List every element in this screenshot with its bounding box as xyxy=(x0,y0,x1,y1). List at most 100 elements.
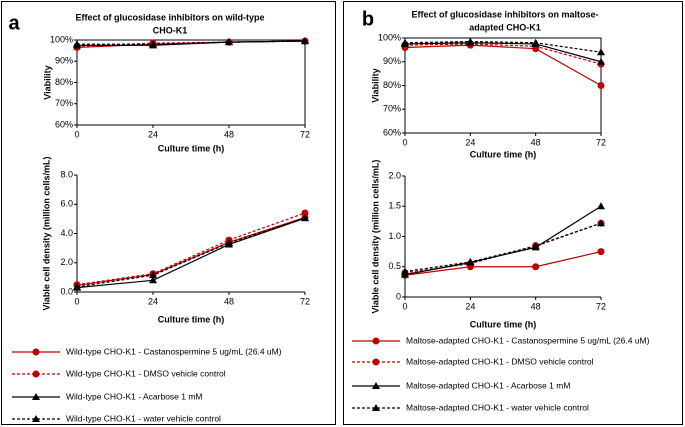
x-axis-label: Culture time (h) xyxy=(158,314,225,324)
y-tick-label: 4.0 xyxy=(60,228,73,238)
marker xyxy=(401,38,409,46)
marker xyxy=(597,248,605,256)
marker xyxy=(531,38,540,46)
x-tick-label: 0 xyxy=(402,137,407,147)
chart-title: Effect of glucosidase inhibitors on wild… xyxy=(75,12,264,22)
legend-marker xyxy=(32,370,40,378)
series-line xyxy=(404,40,602,53)
x-tick-label: 24 xyxy=(465,301,475,311)
y-tick-label: 0 xyxy=(396,291,401,301)
x-tick-label: 72 xyxy=(596,137,606,147)
panel-label: b xyxy=(362,8,374,30)
x-tick-label: 0 xyxy=(74,129,79,139)
y-axis-label: Viability xyxy=(370,68,380,102)
series-line xyxy=(77,40,306,45)
y-tick-label: 100% xyxy=(50,34,73,44)
y-tick-label: 100% xyxy=(378,32,401,42)
legend-label: Maltose-adapted CHO-K1 - water vehicle c… xyxy=(406,402,589,412)
x-tick-label: 48 xyxy=(224,296,234,306)
y-tick-label: 0.5 xyxy=(388,261,401,271)
marker xyxy=(401,267,409,275)
series-line xyxy=(404,205,602,276)
marker xyxy=(466,37,475,45)
y-axis-label: Viable cell density (million cells/mL) xyxy=(370,160,380,314)
legend-label: Maltose-adapted CHO-K1 - Acarbose 1 mM xyxy=(406,380,570,390)
series-line xyxy=(76,217,306,289)
series-line xyxy=(76,216,306,287)
y-tick-label: 1.5 xyxy=(388,201,401,211)
legend-label: Wild-type CHO-K1 - Acarbose 1 mM xyxy=(66,391,203,401)
marker xyxy=(597,82,605,89)
y-tick-label: 8.0 xyxy=(60,169,73,179)
x-tick-label: 72 xyxy=(300,296,310,306)
series-line xyxy=(77,40,306,46)
y-tick-label: 2.0 xyxy=(388,170,401,180)
y-tick-label: 80% xyxy=(383,80,401,90)
x-tick-label: 0 xyxy=(74,296,79,306)
series-line xyxy=(404,251,602,276)
y-tick-label: 60% xyxy=(383,127,401,137)
chart-title: Effect of glucosidase inhibitors on malt… xyxy=(411,9,598,19)
y-tick-label: 70% xyxy=(55,98,73,108)
series-line xyxy=(404,222,602,273)
marker xyxy=(149,276,157,284)
y-tick-label: 60% xyxy=(55,119,73,129)
y-tick-label: 0.0 xyxy=(60,286,73,296)
marker xyxy=(149,271,157,279)
marker xyxy=(225,239,233,247)
legend-label: Maltose-adapted CHO-K1 - DMSO vehicle co… xyxy=(406,356,594,366)
legend-marker xyxy=(372,337,380,345)
marker xyxy=(149,40,157,48)
legend-label: Maltose-adapted CHO-K1 - Castanospermine… xyxy=(406,335,650,345)
y-tick-label: 1.0 xyxy=(388,231,401,241)
marker xyxy=(73,40,81,48)
series-line xyxy=(404,222,602,274)
legend-marker xyxy=(32,415,40,422)
x-tick-label: 48 xyxy=(531,137,541,147)
y-tick-label: 6.0 xyxy=(60,199,73,209)
marker xyxy=(597,57,605,65)
legend-label: Wild-type CHO-K1 - Castanospermine 5 ug/… xyxy=(66,346,282,356)
x-tick-label: 24 xyxy=(148,129,158,139)
marker xyxy=(301,214,309,222)
y-tick-label: 90% xyxy=(383,56,401,66)
legend-marker xyxy=(372,404,380,411)
x-tick-label: 72 xyxy=(596,301,606,311)
plot-frame xyxy=(404,37,602,134)
y-axis-label: Viability xyxy=(42,65,52,99)
x-tick-label: 24 xyxy=(465,137,475,147)
chart-title: CHO-K1 xyxy=(153,25,188,35)
x-tick-label: 72 xyxy=(300,129,310,139)
legend-label: Wild-type CHO-K1 - DMSO vehicle control xyxy=(66,368,226,378)
x-axis-label: Culture time (h) xyxy=(158,143,225,153)
legend-marker xyxy=(32,348,40,356)
y-tick-label: 70% xyxy=(383,104,401,114)
chart-title: adapted CHO-K1 xyxy=(469,22,541,32)
marker xyxy=(597,202,605,210)
marker xyxy=(225,38,233,46)
x-axis-label: Culture time (h) xyxy=(470,149,537,159)
marker xyxy=(531,242,540,250)
x-tick-label: 48 xyxy=(531,301,541,311)
marker xyxy=(301,37,309,45)
marker xyxy=(301,209,309,217)
series-line xyxy=(404,42,602,63)
x-tick-label: 24 xyxy=(148,296,158,306)
marker xyxy=(597,48,605,56)
panel-label: a xyxy=(8,12,20,34)
panel-frame xyxy=(343,1,683,425)
legend-marker xyxy=(372,358,380,366)
marker xyxy=(73,282,81,290)
y-tick-label: 90% xyxy=(55,56,73,66)
panel-frame xyxy=(1,1,336,425)
y-axis-label: Viable cell density (million cells/mL) xyxy=(41,157,51,311)
x-tick-label: 0 xyxy=(402,301,407,311)
marker xyxy=(466,257,475,265)
x-tick-label: 48 xyxy=(224,129,234,139)
y-tick-label: 2.0 xyxy=(60,257,73,267)
series-line xyxy=(404,43,602,65)
legend-marker xyxy=(32,393,40,400)
y-tick-label: 80% xyxy=(55,77,73,87)
series-line xyxy=(76,212,306,286)
